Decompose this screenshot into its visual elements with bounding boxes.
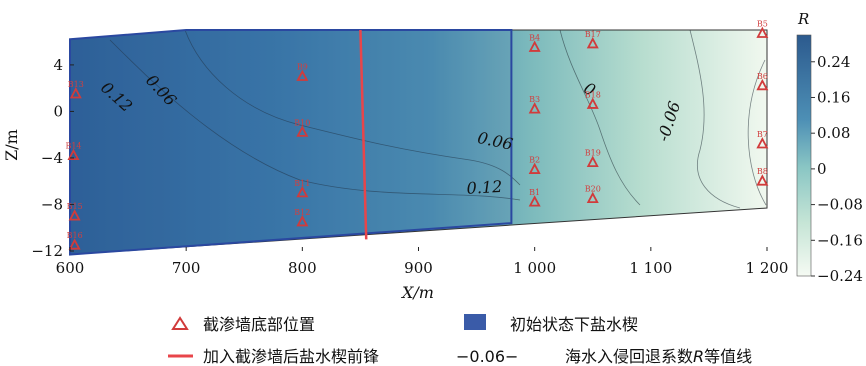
triangle-marker-icon [296,125,309,137]
triangle-marker-icon [586,97,599,109]
colorbar-tick-label: −0.16 [817,231,863,249]
well-label: B16 [67,231,83,240]
colorbar-title: R [797,10,809,28]
y-tick-label: 0 [53,102,63,120]
contour-line [689,30,741,209]
y-tick-label: −12 [31,242,63,260]
x-tick-label: 900 [404,259,433,277]
triangle-marker-icon [67,148,80,161]
triangle-marker-icon [528,195,541,207]
well-label: B2 [529,156,540,165]
legend-item-contour: −0.06− 海水入侵回退系数R等值线 [456,347,752,366]
contour-line [109,39,521,201]
x-tick-label: 1 000 [513,259,556,277]
well-label: B19 [585,149,601,158]
triangle-marker-icon [68,238,81,250]
triangle-marker-icon [528,40,541,52]
x-axis-label: X/m [400,283,434,302]
colorbar-tick-label: 0.08 [817,124,850,142]
triangle-marker-icon [528,102,541,114]
x-tick-label: 1 100 [629,259,672,277]
colorbar-gradient [796,34,812,277]
contour-lines [109,30,767,209]
triangle-marker-icon [756,26,769,38]
triangle-marker-icon [68,209,81,221]
x-axis: 600 700 800 900 1 000 1 100 1 200 [56,247,789,277]
well-label: B17 [585,30,601,39]
well-label: B20 [585,185,601,194]
x-tick-label: 800 [288,259,317,277]
well-label: B6 [757,72,768,81]
wedge-front-after-wall [359,29,368,240]
well-label: B14 [65,142,81,151]
y-axis: 4 0 −4 −8 −12 [31,56,74,260]
triangle-marker-icon [296,185,309,198]
well-label: B4 [529,33,540,42]
y-tick-label: −4 [41,149,63,167]
triangle-marker-icon [296,69,309,81]
colorbar-tick-label: −0.08 [817,196,863,214]
colorbar-tick-label: 0 [817,160,827,178]
triangle-marker-icon [296,214,309,227]
x-tick-label: 700 [172,259,201,277]
well-label: B1 [529,188,540,197]
well-label: B12 [294,208,310,217]
contour-line [184,30,521,186]
legend-item-front: 加入截渗墙后盐水楔前锋 [168,347,379,366]
y-tick-label: 4 [53,56,63,74]
well-label: B18 [585,90,601,99]
initial-saltwater-wedge [69,29,513,256]
well-label: B5 [757,19,768,28]
well-label: B15 [67,202,83,211]
wedge-swatch-icon [464,314,486,330]
legend-item-initial-wedge: 初始状态下盐水楔 [464,314,638,334]
triangle-marker-icon [528,162,541,174]
colorbar: R 0.24 0.16 0.08 0 −0.08 −0.16 −0.24 [796,10,863,285]
legend-label: 初始状态下盐水楔 [510,315,638,334]
legend: 截渗墙底部位置 初始状态下盐水楔 加入截渗墙后盐水楔前锋 −0.06− 海水入侵… [168,314,752,366]
x-tick-label: 600 [56,259,85,277]
x-tick-label: 1 200 [746,259,789,277]
triangle-marker-icon [756,174,769,186]
plot-area: 0.12 0.060.060.120-0.06 B13B14B15B16B9B10… [65,19,769,256]
triangle-marker-icon [586,37,599,49]
colorbar-tick-label: 0.16 [817,88,850,106]
legend-label: 海水入侵回退系数R等值线 [565,347,752,366]
triangle-marker-icon [69,87,82,99]
colorbar-tick-label: −0.24 [817,267,863,285]
triangle-marker-icon [756,137,769,149]
triangle-marker-icon [171,316,189,330]
legend-label: 加入截渗墙后盐水楔前锋 [203,347,379,366]
contour-sample-label: −0.06− [456,347,518,366]
legend-item-wall-bottom: 截渗墙底部位置 [171,315,315,334]
contour-label: 0.12 [466,177,503,198]
well-label: B3 [529,95,540,104]
triangle-marker-icon [756,78,769,91]
well-label: B7 [757,130,768,139]
well-label: B9 [297,63,308,72]
well-label: B8 [757,167,768,176]
well-label: B10 [294,118,310,127]
well-label: B13 [68,80,84,89]
y-axis-label: Z/m [2,129,21,161]
colorbar-ticks: 0.24 0.16 0.08 0 −0.08 −0.16 −0.24 [811,53,863,285]
contour-line [747,59,767,206]
well-label: B11 [294,179,310,188]
legend-label: 截渗墙底部位置 [203,315,315,334]
colorbar-tick-label: 0.24 [817,53,850,71]
cutoff-wall-markers: B13 B14 B15 B16 B9 B10 B11 B12 B4 B3 B2 B1 B17 B18 B19… [65,19,769,250]
triangle-marker-icon [586,191,599,204]
triangle-marker-icon [586,155,599,167]
y-tick-label: −8 [41,195,63,213]
contour-line [559,30,641,206]
